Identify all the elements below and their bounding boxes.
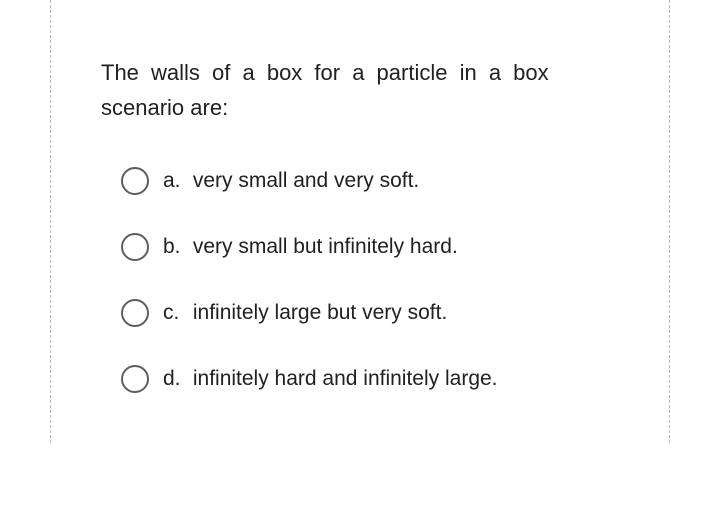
option-d[interactable]: d. infinitely hard and infinitely large. — [121, 365, 619, 393]
question-card: The walls of a box for a particle in a b… — [50, 0, 670, 443]
option-label: a. very small and very soft. — [163, 169, 419, 193]
question-line-2: scenario are: — [101, 95, 228, 120]
option-text: very small but infinitely hard. — [193, 235, 458, 258]
radio-icon — [121, 365, 149, 393]
option-letter: c. — [163, 301, 187, 325]
radio-icon — [121, 167, 149, 195]
radio-icon — [121, 233, 149, 261]
option-label: d. infinitely hard and infinitely large. — [163, 367, 498, 391]
option-letter: b. — [163, 235, 187, 259]
option-text: very small and very soft. — [193, 169, 419, 192]
option-letter: d. — [163, 367, 187, 391]
options-list: a. very small and very soft. b. very sma… — [101, 167, 619, 393]
option-a[interactable]: a. very small and very soft. — [121, 167, 619, 195]
option-letter: a. — [163, 169, 187, 193]
option-b[interactable]: b. very small but infinitely hard. — [121, 233, 619, 261]
radio-icon — [121, 299, 149, 327]
option-text: infinitely large but very soft. — [193, 301, 447, 324]
option-text: infinitely hard and infinitely large. — [193, 367, 498, 390]
option-label: b. very small but infinitely hard. — [163, 235, 458, 259]
question-line-1: The walls of a box for a particle in a b… — [101, 60, 549, 85]
option-c[interactable]: c. infinitely large but very soft. — [121, 299, 619, 327]
question-text: The walls of a box for a particle in a b… — [101, 55, 619, 125]
option-label: c. infinitely large but very soft. — [163, 301, 447, 325]
